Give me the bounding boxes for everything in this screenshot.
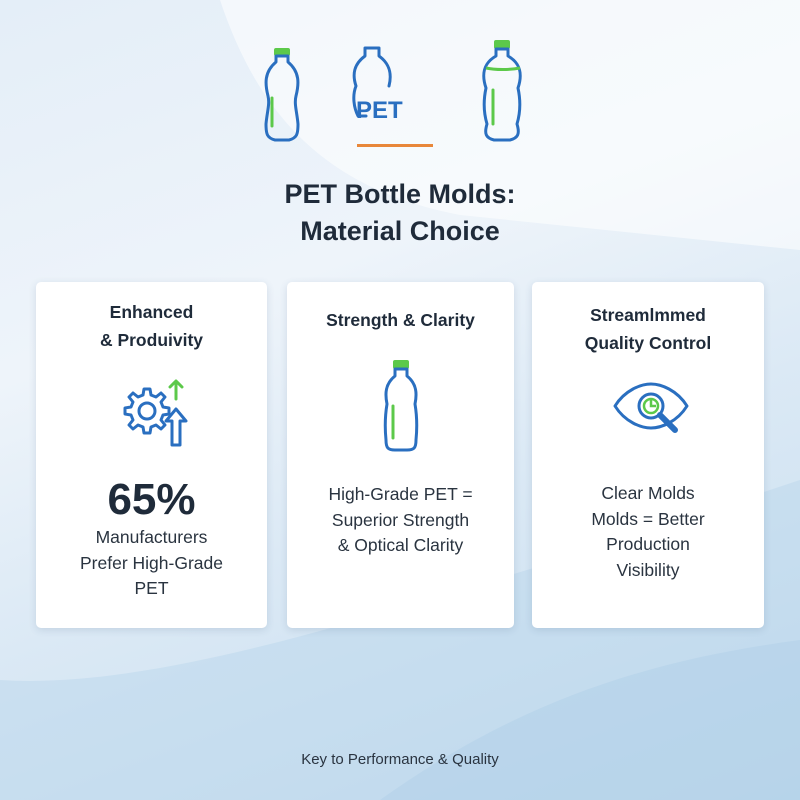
title-line-2: Material Choice xyxy=(300,216,500,246)
card-text-line: Molds = Better xyxy=(591,508,705,529)
card-title: Strength & Clarity xyxy=(287,306,514,334)
gear-arrow-up-icon xyxy=(123,379,188,447)
bottle-pet-icon: PET xyxy=(352,46,403,124)
header-divider xyxy=(357,144,433,147)
card-title-line: Quality Control xyxy=(584,333,712,353)
card-description: High-Grade PET = Superior Strength & Opt… xyxy=(287,482,514,559)
card-text-line: Manufacturers xyxy=(95,527,208,547)
bottle-left-icon xyxy=(264,48,300,142)
card-title-line: & Produivity xyxy=(99,330,204,350)
card-description: Manufacturers Prefer High-Grade PET xyxy=(36,525,267,602)
title-line-1: PET Bottle Molds: xyxy=(284,179,516,209)
pet-label: PET xyxy=(356,97,403,124)
stat-value: 65% xyxy=(107,475,196,524)
card-text-line: Prefer High-Grade xyxy=(80,552,223,573)
card-strength-clarity: Strength & Clarity High-Grade PET = Supe… xyxy=(287,282,514,628)
card-text-line: Production xyxy=(606,534,690,554)
card-description: Clear Molds Molds = Better Production Vi… xyxy=(532,481,764,583)
header-bottles-group: PET xyxy=(264,40,522,147)
card-title-line: Streamlmmed xyxy=(590,305,706,325)
bottle-right-icon xyxy=(482,40,522,142)
card-title: Streamlmmed Quality Control xyxy=(532,301,764,357)
card-title: Enhanced & Produivity xyxy=(36,298,267,354)
eye-magnifier-icon xyxy=(613,382,689,433)
bottle-icon xyxy=(383,360,419,452)
card-productivity: Enhanced & Produivity 65% Manufacturers … xyxy=(36,282,267,628)
card-text-line: Clear Molds xyxy=(601,483,695,503)
card-text-line: High-Grade PET = xyxy=(328,484,473,504)
card-text-line: Superior Strength xyxy=(331,509,470,530)
card-title-line: Enhanced xyxy=(109,302,194,322)
footer-tagline: Key to Performance & Quality xyxy=(301,751,499,768)
card-text-line: PET xyxy=(134,578,169,598)
card-quality-control: Streamlmmed Quality Control Clear Molds … xyxy=(532,282,764,628)
page-title: PET Bottle Molds: Material Choice xyxy=(0,176,800,250)
card-text-line: & Optical Clarity xyxy=(337,535,464,555)
card-title-line: Strength & Clarity xyxy=(326,310,475,330)
card-text-line: Visibility xyxy=(616,559,680,580)
